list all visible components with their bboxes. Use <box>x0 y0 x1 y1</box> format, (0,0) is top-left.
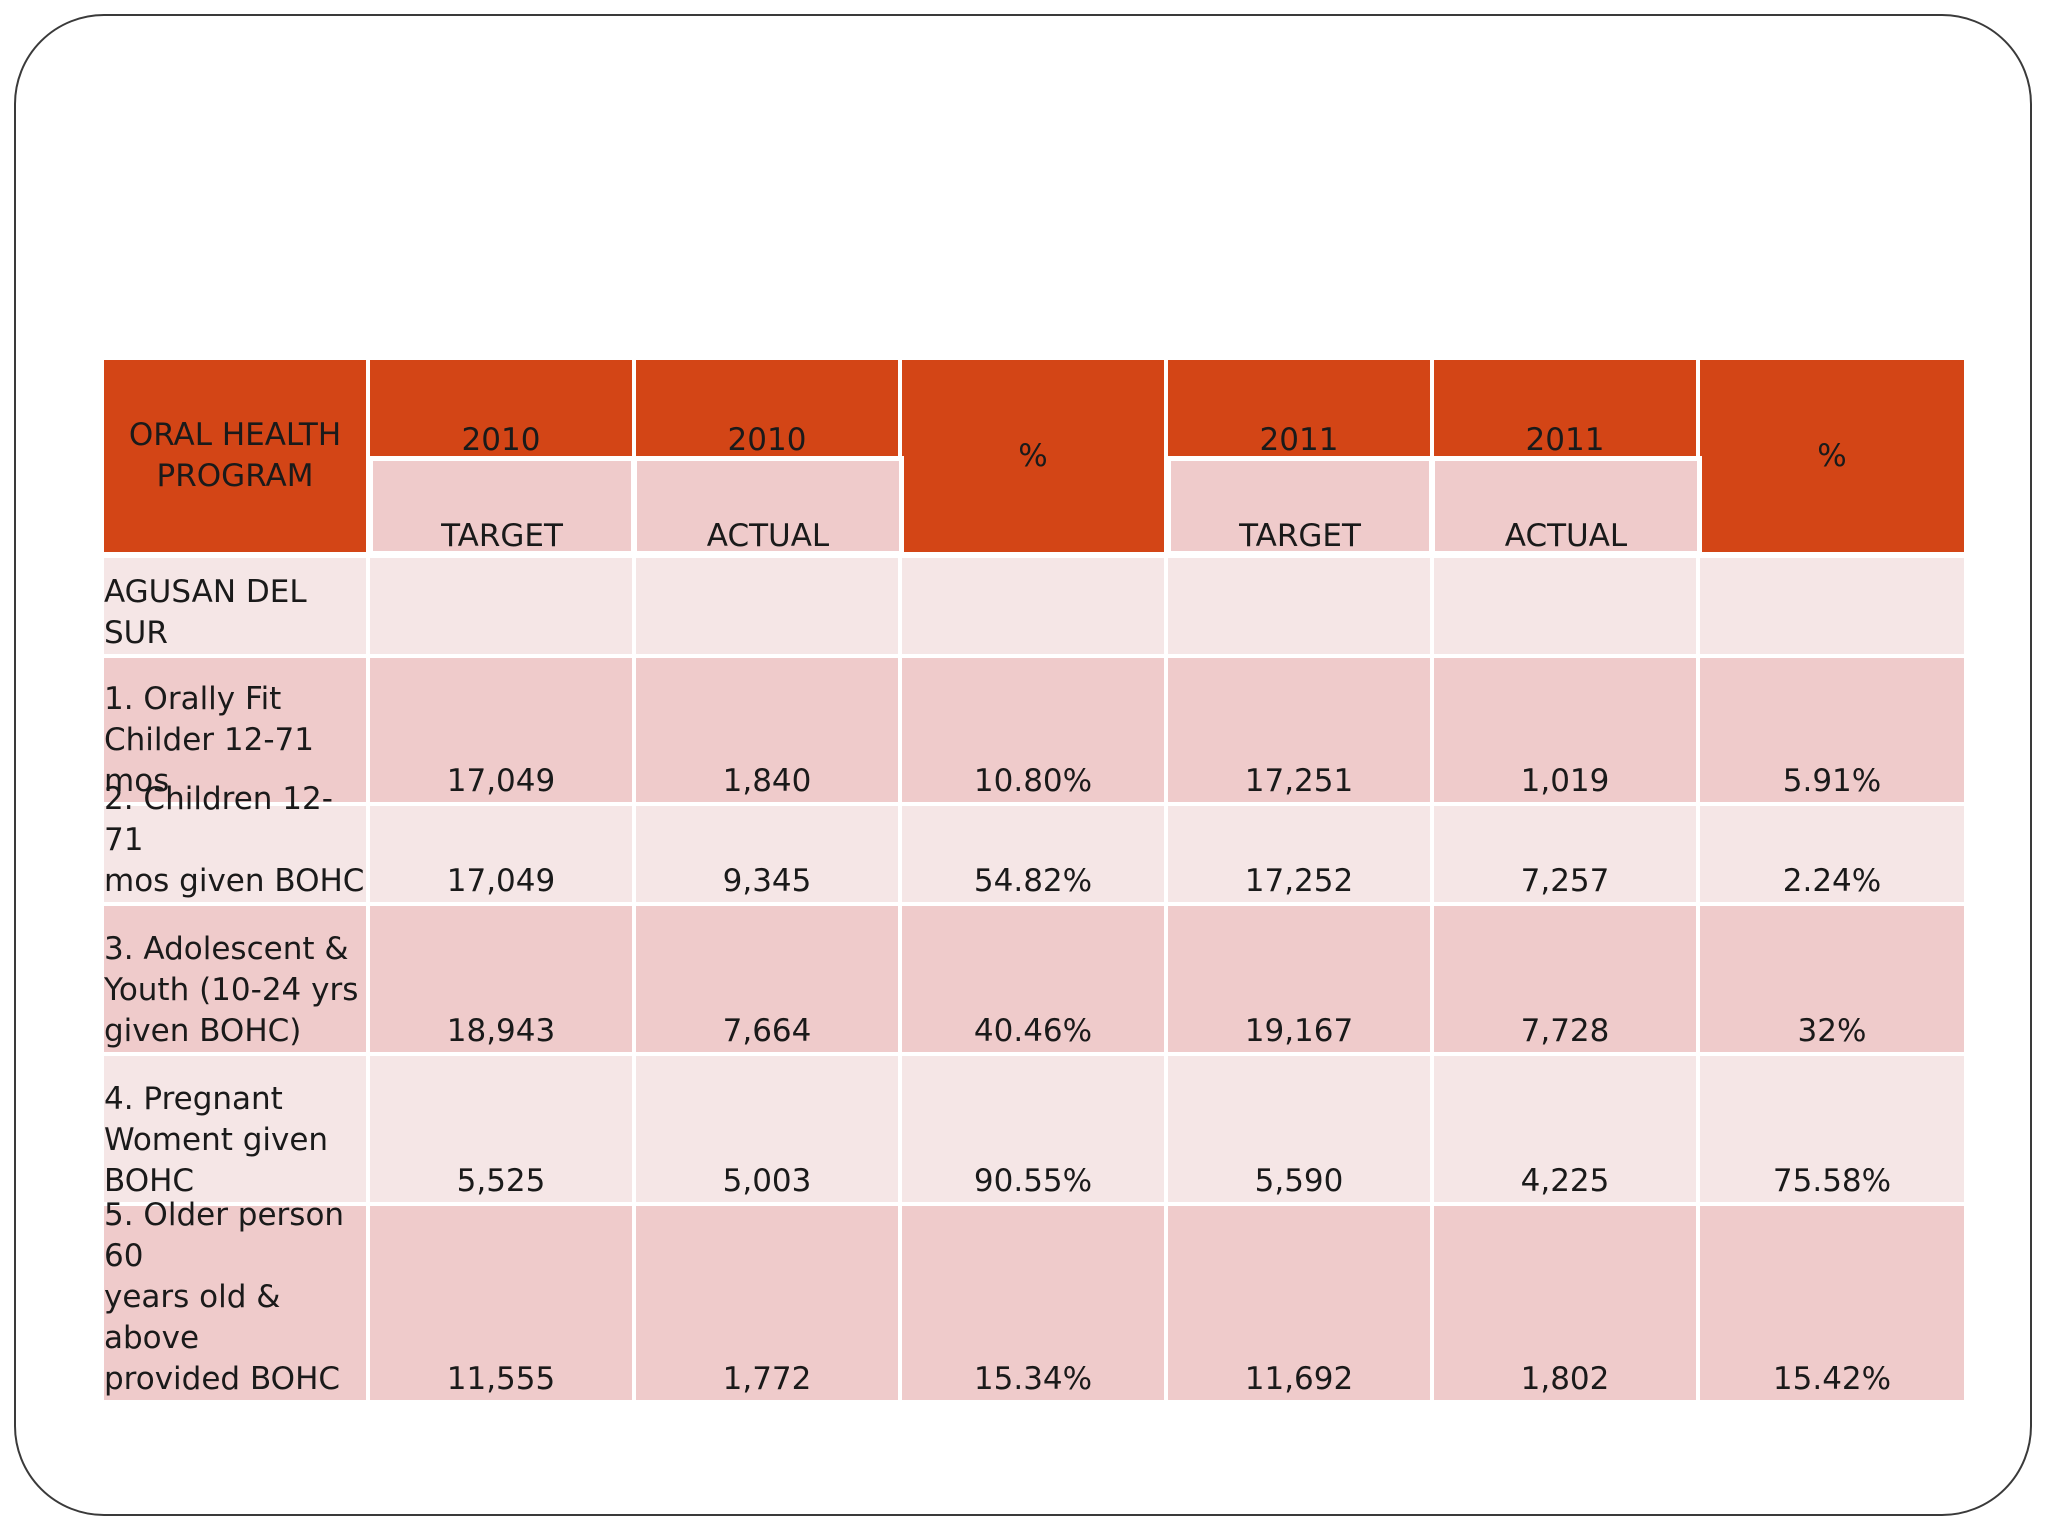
row-target-2011: 5,590 <box>1168 1056 1430 1202</box>
row-target-2011: 19,167 <box>1168 906 1430 1052</box>
row-pct-2011: 32% <box>1700 906 1964 1052</box>
row-actual-2010: 1,772 <box>636 1206 898 1400</box>
header-2011-target: 2011 <box>1259 422 1339 458</box>
row-actual-2011: 1,019 <box>1434 658 1696 802</box>
row-actual-2011: 4,225 <box>1434 1056 1696 1202</box>
region-empty-cell <box>1434 558 1696 654</box>
header-2010-target: 2010 <box>461 422 541 458</box>
header-pct-2011: % <box>1700 360 1964 552</box>
row-target-2010: 17,049 <box>370 658 632 802</box>
row-actual-2011: 1,802 <box>1434 1206 1696 1400</box>
header-pct-2010: % <box>902 360 1164 552</box>
region-empty-cell <box>1700 558 1964 654</box>
row-pct-2010: 10.80% <box>902 658 1164 802</box>
row-pct-2010: 90.55% <box>902 1056 1164 1202</box>
subheader-target-2011-box: TARGET <box>1166 456 1434 556</box>
region-empty-cell <box>370 558 632 654</box>
slide-frame <box>14 14 2032 1516</box>
row-actual-2011: 7,257 <box>1434 806 1696 902</box>
row-target-2010: 11,555 <box>370 1206 632 1400</box>
row-target-2010: 18,943 <box>370 906 632 1052</box>
subheader-target-2010: TARGET <box>441 518 563 554</box>
row-actual-2011: 7,728 <box>1434 906 1696 1052</box>
subheader-target-2010-box: TARGET <box>368 456 636 556</box>
row-target-2010: 5,525 <box>370 1056 632 1202</box>
subheader-target-2011: TARGET <box>1239 518 1361 554</box>
row-target-2011: 17,252 <box>1168 806 1430 902</box>
header-2011-actual: 2011 <box>1525 422 1605 458</box>
row-pct-2010: 40.46% <box>902 906 1164 1052</box>
row-label: 5. Older person 60 years old & above pro… <box>104 1197 366 1400</box>
row-pct-2011: 75.58% <box>1700 1056 1964 1202</box>
row-pct-2010: 54.82% <box>902 806 1164 902</box>
header-program: ORAL HEALTH PROGRAM <box>104 360 366 552</box>
region-label: AGUSAN DEL SUR <box>104 558 366 654</box>
row-label: 1. Orally Fit Childer 12-71 mos <box>104 658 366 802</box>
row-actual-2010: 5,003 <box>636 1056 898 1202</box>
row-pct-2011: 5.91% <box>1700 658 1964 802</box>
header-2010-actual: 2010 <box>727 422 807 458</box>
subheader-actual-2010: ACTUAL <box>706 518 830 554</box>
region-empty-cell <box>1168 558 1430 654</box>
row-actual-2010: 9,345 <box>636 806 898 902</box>
row-actual-2010: 7,664 <box>636 906 898 1052</box>
oral-health-table: ORAL HEALTH PROGRAM 2010 2010 % 2011 201… <box>104 360 1964 1400</box>
row-target-2010: 17,049 <box>370 806 632 902</box>
subheader-actual-2010-box: ACTUAL <box>632 456 904 556</box>
subheader-actual-2011-box: ACTUAL <box>1430 456 1702 556</box>
region-empty-cell <box>902 558 1164 654</box>
row-actual-2010: 1,840 <box>636 658 898 802</box>
row-label: 2. Children 12-71 mos given BOHC <box>104 781 366 902</box>
row-target-2011: 11,692 <box>1168 1206 1430 1400</box>
row-label: 3. Adolescent & Youth (10-24 yrs given B… <box>104 906 366 1052</box>
row-label: 4. Pregnant Woment given BOHC <box>104 1056 366 1202</box>
row-target-2011: 17,251 <box>1168 658 1430 802</box>
row-pct-2011: 2.24% <box>1700 806 1964 902</box>
region-empty-cell <box>636 558 898 654</box>
subheader-actual-2011: ACTUAL <box>1504 518 1628 554</box>
row-pct-2010: 15.34% <box>902 1206 1164 1400</box>
row-pct-2011: 15.42% <box>1700 1206 1964 1400</box>
